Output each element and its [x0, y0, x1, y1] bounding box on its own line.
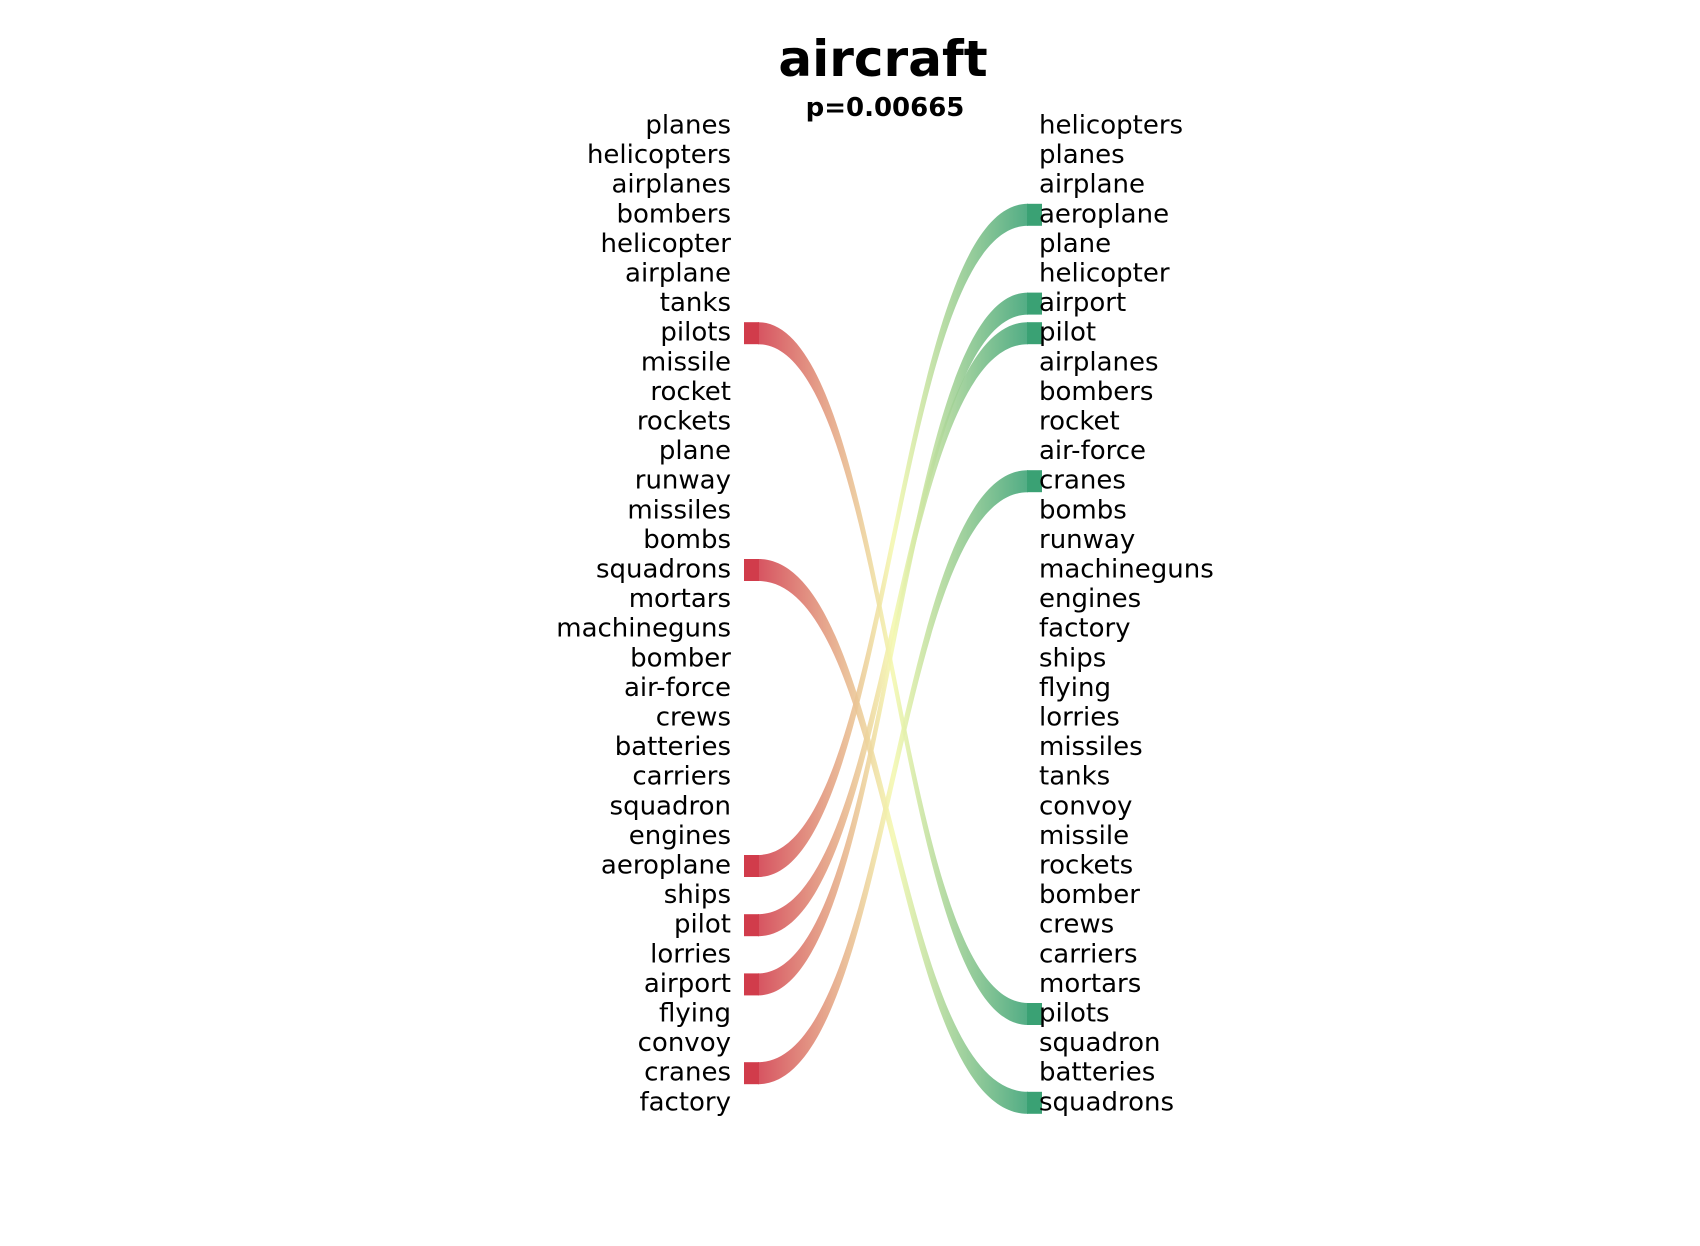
left-word-label: missile — [641, 347, 731, 377]
right-word-label: factory — [1039, 614, 1131, 644]
link-ribbon-squadrons — [758, 559, 1028, 1114]
right-word-label: rocket — [1039, 407, 1120, 437]
left-link-bar — [744, 559, 759, 581]
left-word-label: helicopter — [600, 229, 731, 259]
chart-title: aircraft — [778, 30, 987, 88]
right-word-label: engines — [1039, 584, 1141, 614]
right-word-label: convoy — [1039, 791, 1132, 821]
left-word-label: machineguns — [556, 614, 731, 644]
left-word-label: crews — [656, 703, 731, 733]
right-word-label: aeroplane — [1039, 199, 1169, 229]
left-word-label: mortars — [629, 584, 731, 614]
link-ribbon-pilots — [758, 322, 1028, 1025]
right-word-label: carriers — [1039, 939, 1138, 969]
left-word-label: pilots — [660, 318, 731, 348]
left-word-label: squadron — [610, 791, 731, 821]
right-link-bar — [1027, 1003, 1042, 1025]
link-ribbons — [744, 203, 1042, 1114]
left-word-label: flying — [659, 999, 731, 1029]
left-word-label: carriers — [632, 762, 731, 792]
right-link-bar — [1027, 292, 1042, 315]
left-word-label: plane — [659, 436, 731, 466]
left-word-label: runway — [635, 466, 731, 496]
right-link-bar — [1027, 470, 1042, 493]
right-word-label: cranes — [1039, 466, 1126, 496]
left-word-label: tanks — [660, 288, 731, 318]
left-word-label: rocket — [650, 377, 731, 407]
right-word-label: batteries — [1039, 1058, 1155, 1088]
left-word-label: lorries — [650, 939, 731, 969]
left-word-label: bombers — [617, 199, 731, 229]
right-word-label: plane — [1039, 229, 1111, 259]
chart-subtitle: p=0.00665 — [806, 93, 965, 123]
left-word-label: convoy — [638, 1028, 731, 1058]
left-word-column: planeshelicoptersairplanesbombershelicop… — [556, 111, 731, 1118]
right-word-label: pilot — [1039, 318, 1096, 348]
left-word-label: engines — [629, 821, 731, 851]
right-word-label: bombs — [1039, 495, 1127, 525]
right-word-label: lorries — [1039, 703, 1120, 733]
left-word-label: rockets — [637, 407, 731, 437]
right-word-label: bomber — [1039, 880, 1140, 910]
left-word-label: batteries — [615, 732, 731, 762]
left-word-label: airplane — [625, 259, 731, 289]
right-word-label: squadron — [1039, 1028, 1160, 1058]
left-word-label: squadrons — [596, 555, 731, 585]
right-word-label: rockets — [1039, 851, 1133, 881]
left-word-label: ships — [664, 880, 731, 910]
left-word-label: aeroplane — [601, 851, 731, 881]
left-word-label: missiles — [627, 495, 731, 525]
right-word-label: squadrons — [1039, 1087, 1174, 1117]
right-word-label: flying — [1039, 673, 1111, 703]
right-word-column: helicoptersplanesairplaneaeroplaneplaneh… — [1039, 111, 1214, 1118]
right-word-label: runway — [1039, 525, 1135, 555]
link-ribbon-cranes — [758, 470, 1028, 1085]
right-word-label: tanks — [1039, 762, 1110, 792]
right-word-label: bombers — [1039, 377, 1153, 407]
link-ribbon-pilot — [758, 322, 1028, 937]
left-link-bar — [744, 914, 759, 937]
left-word-label: helicopters — [587, 140, 731, 170]
right-link-bar — [1027, 203, 1042, 226]
right-word-label: pilots — [1039, 999, 1110, 1029]
left-word-label: cranes — [644, 1058, 731, 1088]
right-word-label: ships — [1039, 643, 1106, 673]
left-link-bar — [744, 322, 759, 345]
right-word-label: crews — [1039, 910, 1114, 940]
link-ribbon-airport — [758, 292, 1028, 996]
right-word-label: airplanes — [1039, 347, 1159, 377]
right-link-bar — [1027, 322, 1042, 345]
right-word-label: missile — [1039, 821, 1129, 851]
right-word-label: missiles — [1039, 732, 1143, 762]
left-word-label: airplanes — [611, 170, 731, 200]
right-word-label: machineguns — [1039, 555, 1214, 585]
left-word-label: bombs — [643, 525, 731, 555]
right-word-label: mortars — [1039, 969, 1141, 999]
left-word-label: airport — [644, 969, 731, 999]
right-link-bar — [1027, 1091, 1042, 1114]
left-word-label: factory — [639, 1087, 731, 1117]
right-word-label: airport — [1039, 288, 1126, 318]
left-word-label: air-force — [624, 673, 731, 703]
left-word-label: pilot — [674, 910, 731, 940]
link-ribbon-aeroplane — [758, 203, 1028, 878]
right-word-label: airplane — [1039, 170, 1145, 200]
left-link-bar — [744, 855, 759, 877]
left-word-label: planes — [645, 111, 731, 141]
right-word-label: helicopters — [1039, 111, 1183, 141]
left-link-bar — [744, 973, 759, 996]
right-word-label: helicopter — [1039, 259, 1170, 289]
right-word-label: planes — [1039, 140, 1125, 170]
left-word-label: bomber — [630, 643, 731, 673]
right-word-label: air-force — [1039, 436, 1146, 466]
left-link-bar — [744, 1062, 759, 1085]
